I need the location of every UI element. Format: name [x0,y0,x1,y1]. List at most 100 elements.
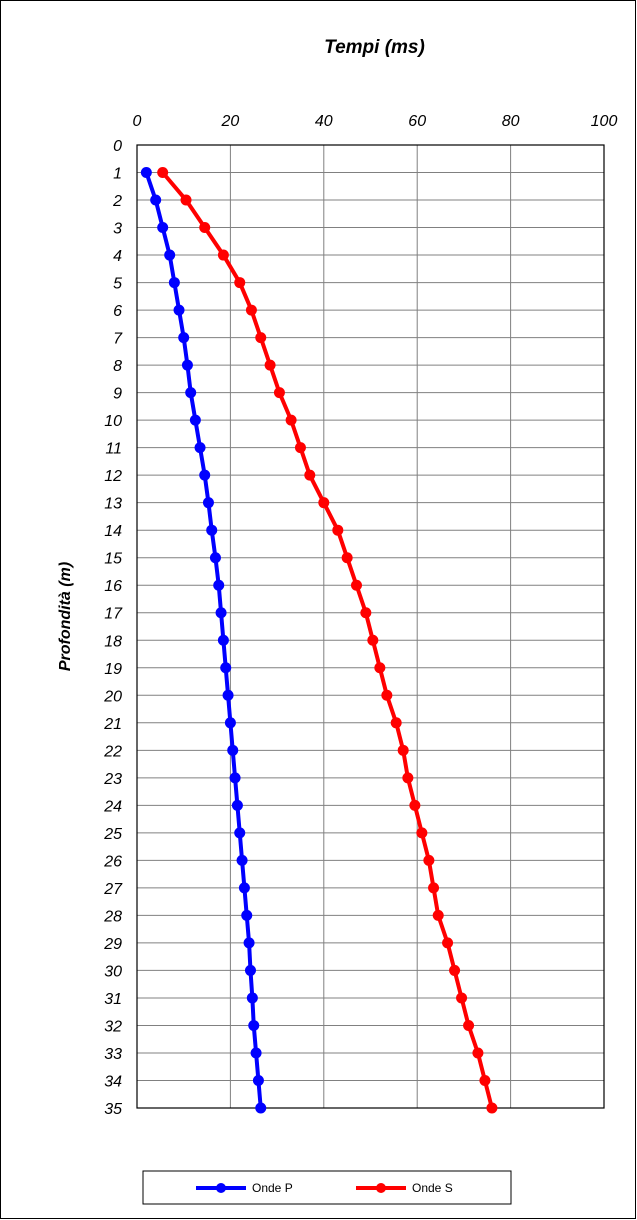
y-tick-label: 7 [113,331,123,348]
y-tick-label: 2 [112,193,122,210]
y-tick-label: 10 [104,413,122,430]
data-point [164,249,176,261]
data-point [390,717,402,729]
data-point [367,634,379,646]
y-tick-label: 33 [104,1046,122,1063]
data-point [416,827,428,839]
data-point [224,717,236,729]
data-point [173,304,185,316]
y-tick-label: 18 [104,633,122,650]
data-point [206,524,218,536]
data-point [273,387,285,399]
data-point [244,964,256,976]
data-point [255,332,267,344]
y-tick-label: 12 [104,468,122,485]
y-axis-label: Profondità (m) [57,562,74,671]
data-point [231,799,243,811]
x-tick-label: 80 [502,113,520,130]
y-tick-label: 27 [103,881,123,898]
data-point [486,1102,498,1114]
data-point [215,607,227,619]
data-point [168,277,180,289]
y-tick-label: 35 [104,1101,122,1118]
y-tick-label: 1 [113,166,122,183]
data-point [222,689,234,701]
data-point [397,744,409,756]
y-tick-label: 4 [113,248,122,265]
y-tick-label: 16 [104,578,122,595]
y-tick-label: 25 [103,826,122,843]
data-point [217,249,229,261]
data-point [381,689,393,701]
x-tick-labels: 0 20 40 60 80 100 [133,113,618,130]
data-point [234,277,246,289]
data-point [402,772,414,784]
plot-area-frame [136,144,605,1109]
data-point [449,964,461,976]
y-tick-label: 8 [113,358,122,375]
data-point [199,469,211,481]
y-tick-label: 20 [103,688,122,705]
data-point [234,827,246,839]
y-tick-label: 21 [103,716,122,733]
data-point [178,332,190,344]
data-point [350,579,362,591]
data-point [250,1047,262,1059]
data-point [202,497,214,509]
legend-label: Onde S [412,1181,453,1195]
data-point [246,992,258,1004]
y-tick-label: 23 [103,771,122,788]
x-tick-label: 60 [408,113,426,130]
y-tick-label: 32 [104,1018,122,1035]
data-point [227,744,239,756]
y-tick-label: 0 [113,138,122,155]
data-point [180,194,192,206]
y-tick-label: 5 [113,276,122,293]
y-tick-label: 3 [113,221,122,238]
data-point [479,1074,491,1086]
data-point [220,662,232,674]
y-tick-label: 26 [103,853,122,870]
y-tick-label: 28 [103,908,122,925]
legend-item-onde-p: Onde P [196,1181,293,1195]
y-tick-label: 14 [104,523,122,540]
series-onde-s [157,167,498,1114]
y-tick-labels: 0123456789101112131415161718192021222324… [103,138,123,1118]
x-tick-label: 40 [315,113,333,130]
y-tick-label: 13 [104,496,122,513]
y-tick-label: 24 [103,798,122,815]
data-point [442,937,454,949]
data-point [140,167,152,179]
data-point [255,1102,267,1114]
y-tick-label: 6 [113,303,122,320]
data-point [332,524,344,536]
data-point [189,414,201,426]
data-point [213,579,225,591]
data-point [245,304,257,316]
y-tick-label: 29 [103,936,122,953]
legend-item-onde-s: Onde S [356,1181,453,1195]
series-layer [140,167,498,1114]
y-tick-label: 17 [104,606,123,623]
data-point [304,469,316,481]
data-point [318,497,330,509]
data-point [374,662,386,674]
data-point [428,882,440,894]
y-tick-label: 30 [104,963,122,980]
y-tick-label: 9 [113,386,122,403]
data-point [294,442,306,454]
data-point [185,387,197,399]
data-point [199,222,211,234]
data-point [181,359,193,371]
chart-title: Tempi (ms) [324,37,425,58]
data-point [248,1019,260,1031]
y-tick-label: 15 [104,551,122,568]
data-point [432,909,444,921]
data-point [252,1074,264,1086]
legend: Onde P Onde S [142,1170,512,1205]
data-point [463,1019,475,1031]
y-tick-label: 19 [104,661,122,678]
data-point [150,194,162,206]
